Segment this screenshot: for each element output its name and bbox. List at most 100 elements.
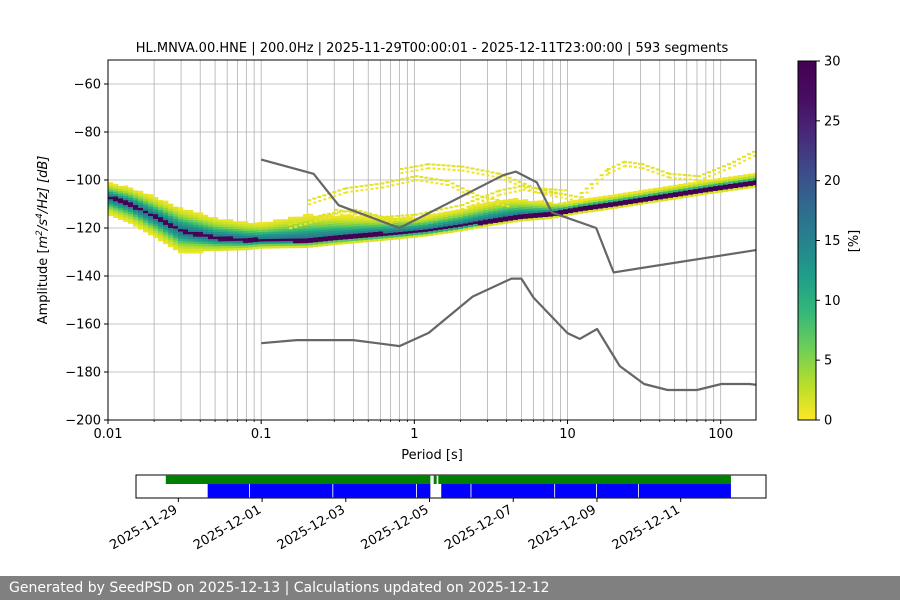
density-cell	[578, 211, 584, 214]
density-cell	[403, 221, 409, 225]
density-cell	[578, 203, 584, 207]
density-cell	[593, 208, 599, 212]
plot-frame	[107, 59, 757, 421]
density-cell	[523, 201, 529, 205]
density-cell	[708, 179, 714, 183]
density-cell	[273, 238, 279, 242]
density-cell	[193, 241, 199, 244]
density-cell	[198, 217, 204, 220]
density-cell	[607, 172, 611, 174]
density-cell	[113, 184, 119, 187]
density-cell	[508, 213, 514, 216]
density-cell	[501, 204, 505, 207]
density-cell	[418, 234, 424, 238]
density-cell	[108, 213, 114, 217]
density-cell	[333, 230, 339, 234]
density-cell	[423, 217, 429, 220]
data-availability-bar	[165, 475, 431, 484]
density-cell	[213, 236, 219, 240]
psd-availability-bar	[638, 484, 731, 498]
x-tick-label: 0.01	[94, 427, 123, 442]
density-cell	[263, 236, 269, 240]
density-cell	[153, 209, 159, 212]
density-cell	[143, 208, 149, 211]
density-cell	[393, 222, 399, 226]
density-cell	[143, 229, 149, 233]
density-cell	[368, 222, 374, 226]
density-cell	[388, 227, 394, 231]
density-cell	[168, 206, 174, 209]
colorbar	[797, 60, 817, 421]
density-cell	[183, 234, 189, 237]
density-cell	[344, 210, 349, 213]
density-cell	[218, 241, 224, 244]
density-cell	[153, 201, 159, 205]
density-cell	[623, 164, 627, 167]
density-cell	[113, 215, 119, 219]
density-cell	[193, 248, 199, 252]
density-cell	[748, 180, 754, 184]
density-cell	[344, 187, 349, 190]
density-cell	[168, 227, 174, 231]
density-cell	[703, 180, 709, 183]
density-cell	[328, 226, 334, 229]
density-cell	[183, 246, 189, 249]
density-cell	[513, 214, 519, 218]
density-cell	[193, 243, 199, 247]
density-cell	[388, 232, 394, 236]
density-cell	[358, 235, 364, 239]
density-cell	[701, 173, 706, 176]
density-cell	[640, 163, 645, 166]
density-cell	[738, 179, 744, 183]
density-cell	[495, 199, 500, 202]
density-cell	[698, 192, 704, 196]
density-cell	[345, 191, 349, 194]
density-cell	[480, 169, 485, 172]
density-cell	[350, 190, 354, 193]
density-cell	[663, 195, 669, 199]
density-cell	[358, 218, 364, 222]
density-cell	[623, 199, 629, 203]
density-cell	[138, 190, 144, 194]
density-cell	[253, 236, 259, 240]
density-cell	[488, 204, 494, 207]
density-cell	[378, 226, 384, 230]
density-cell	[438, 231, 444, 235]
density-cell	[673, 177, 677, 180]
density-cell	[313, 242, 319, 245]
density-cell	[303, 221, 309, 225]
density-cell	[108, 198, 114, 202]
density-cell	[398, 222, 404, 225]
density-cell	[538, 212, 544, 216]
density-cell	[163, 229, 169, 233]
density-cell	[108, 186, 114, 190]
density-cell	[148, 201, 154, 205]
density-cell	[353, 235, 359, 239]
density-cell	[453, 229, 459, 233]
density-cell	[213, 248, 219, 252]
density-cell	[578, 206, 584, 209]
density-cell	[448, 218, 454, 222]
density-cell	[303, 228, 309, 232]
density-cell	[668, 197, 674, 201]
density-cell	[327, 212, 332, 215]
density-cell	[253, 246, 259, 250]
density-cell	[633, 198, 639, 201]
density-cell	[248, 235, 254, 238]
density-cell	[183, 222, 189, 225]
density-cell	[478, 208, 484, 212]
density-cell	[428, 221, 434, 225]
density-cell	[470, 167, 475, 170]
density-cell	[173, 206, 179, 210]
density-cell	[343, 217, 349, 221]
density-cell	[338, 222, 344, 226]
density-cell	[503, 209, 509, 212]
density-cell	[183, 243, 189, 247]
density-cell	[208, 243, 214, 247]
density-cell	[178, 207, 184, 210]
density-cell	[428, 216, 434, 220]
density-cell	[569, 198, 573, 201]
density-cell	[646, 168, 650, 171]
density-cell	[438, 229, 444, 233]
density-cell	[243, 235, 249, 239]
